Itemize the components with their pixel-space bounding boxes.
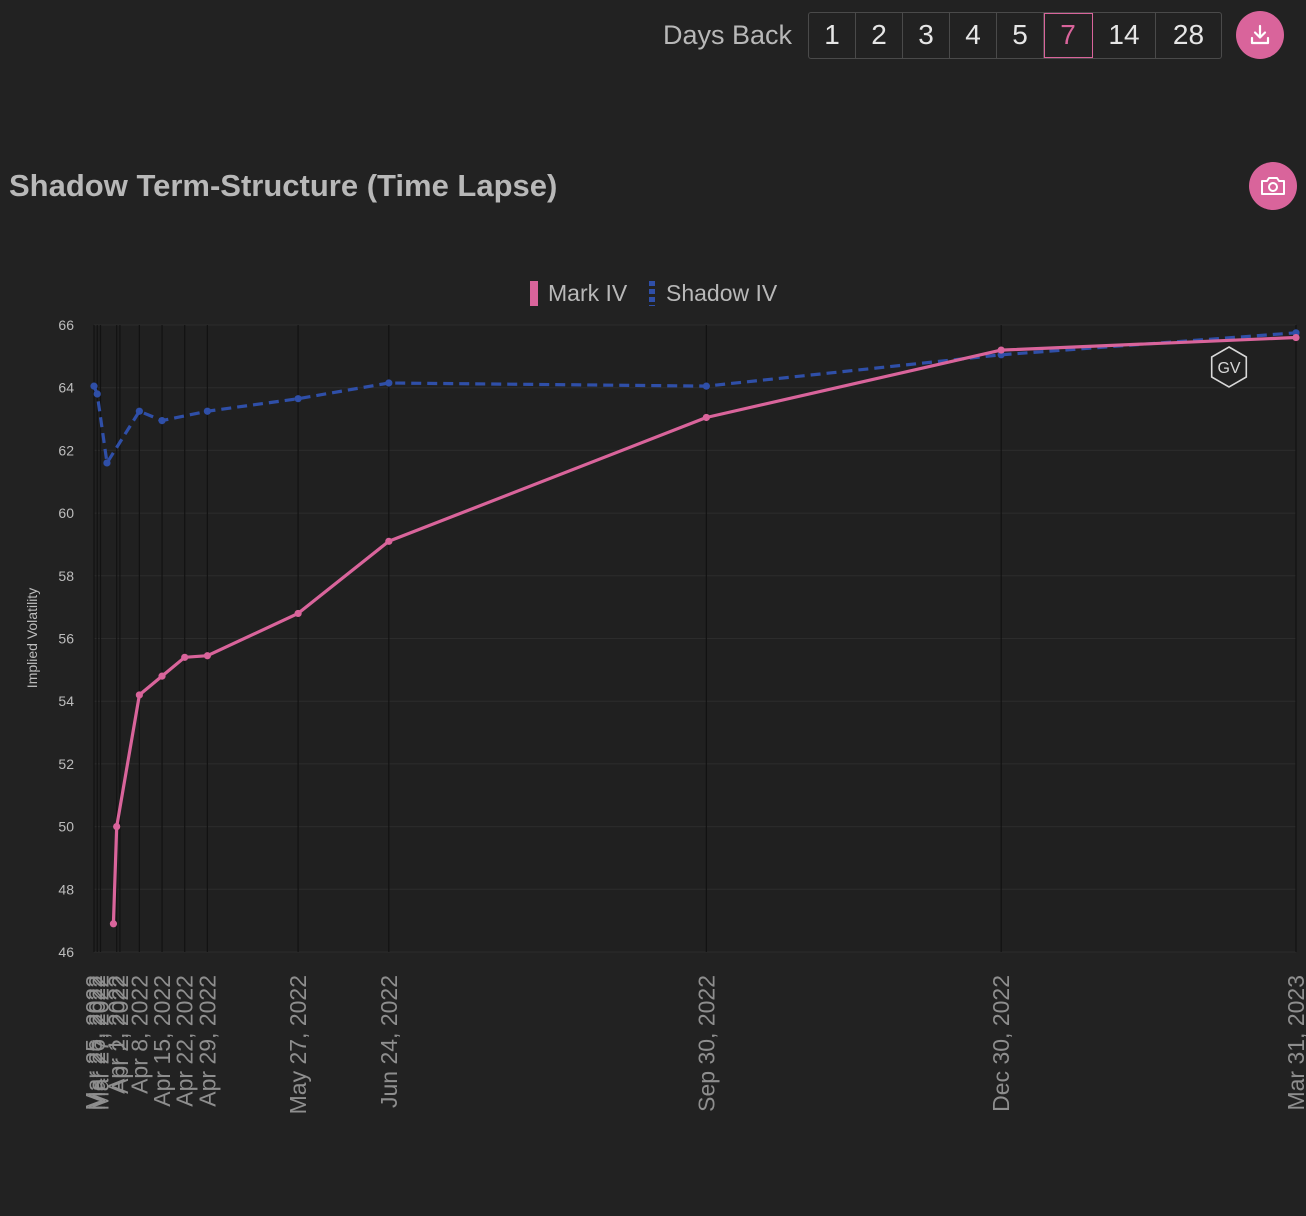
x-tick-label: Jun 24, 2022 bbox=[376, 975, 402, 1108]
shadow-iv-point bbox=[158, 417, 166, 425]
legend-swatch bbox=[530, 281, 538, 306]
mark-iv-point bbox=[109, 920, 118, 928]
days-option-7[interactable]: 7 bbox=[1044, 12, 1093, 58]
x-tick-label: Apr 15, 2022 bbox=[149, 975, 175, 1107]
days-option-2[interactable]: 2 bbox=[856, 12, 903, 58]
mark-iv-point bbox=[1292, 333, 1300, 342]
mark-iv-point bbox=[203, 652, 211, 660]
shadow-iv-point bbox=[93, 390, 101, 398]
y-tick-label: 66 bbox=[58, 317, 74, 333]
toolbar: Days Back 1 2 3 4 5 7 14 28 bbox=[663, 11, 1284, 59]
shadow-iv-point bbox=[702, 382, 710, 390]
legend-label: Shadow IV bbox=[666, 280, 778, 306]
mark-iv-point bbox=[113, 823, 121, 831]
days-option-3[interactable]: 3 bbox=[903, 12, 950, 58]
y-tick-label: 62 bbox=[58, 442, 74, 458]
shadow-iv-point bbox=[90, 382, 98, 390]
x-tick-label: Apr 1, 2022 bbox=[104, 975, 130, 1094]
x-tick-label: Apr 2, 2022 bbox=[107, 975, 133, 1094]
page-title: Shadow Term-Structure (Time Lapse) bbox=[9, 168, 558, 203]
x-tick-label: Mar 31, 2023 bbox=[1283, 975, 1306, 1111]
screenshot-button[interactable] bbox=[1249, 162, 1297, 210]
y-tick-label: 48 bbox=[58, 881, 74, 897]
days-back-selector: 1 2 3 4 5 7 14 28 bbox=[808, 11, 1222, 59]
days-option-14[interactable]: 14 bbox=[1093, 12, 1156, 58]
x-tick-label: Mar 26, 2022 bbox=[84, 975, 110, 1111]
y-tick-label: 58 bbox=[58, 568, 74, 584]
y-tick-label: 46 bbox=[58, 944, 74, 960]
x-tick-label: Mar 27, 2022 bbox=[87, 975, 113, 1111]
watermark-text: GV bbox=[1217, 360, 1240, 377]
y-tick-label: 60 bbox=[58, 505, 74, 521]
x-tick-label: May 27, 2022 bbox=[285, 975, 311, 1114]
mark-iv-point bbox=[158, 672, 166, 680]
x-tick-label: Apr 22, 2022 bbox=[172, 975, 198, 1107]
mark-iv-point bbox=[385, 537, 393, 545]
mark-iv-point bbox=[135, 691, 143, 699]
y-tick-label: 64 bbox=[58, 380, 74, 396]
x-tick-label: Mar 25, 2022 bbox=[81, 975, 107, 1111]
watermark-logo bbox=[1210, 346, 1248, 388]
x-tick-label: Apr 29, 2022 bbox=[194, 975, 220, 1107]
shadow-iv-point bbox=[135, 407, 143, 415]
y-tick-label: 52 bbox=[58, 756, 74, 772]
x-tick-label: Apr 8, 2022 bbox=[126, 975, 152, 1094]
days-option-5[interactable]: 5 bbox=[997, 12, 1044, 58]
legend-label: Mark IV bbox=[548, 280, 628, 306]
days-back-label: Days Back bbox=[662, 19, 792, 50]
y-tick-label: 54 bbox=[58, 693, 74, 709]
y-tick-label: 50 bbox=[58, 819, 74, 835]
mark-iv-point bbox=[997, 346, 1005, 354]
y-tick-label: 56 bbox=[58, 631, 74, 647]
shadow-iv-point bbox=[203, 407, 211, 415]
download-button[interactable] bbox=[1236, 11, 1284, 59]
days-option-4[interactable]: 4 bbox=[950, 12, 997, 58]
days-option-1[interactable]: 1 bbox=[809, 12, 856, 58]
y-axis-label: Implied Volatility bbox=[24, 588, 40, 688]
shadow-iv-point bbox=[385, 379, 393, 387]
days-option-28[interactable]: 28 bbox=[1172, 19, 1205, 50]
download-icon bbox=[1250, 24, 1270, 45]
x-tick-label: Sep 30, 2022 bbox=[693, 975, 719, 1112]
shadow-iv-point bbox=[294, 395, 302, 403]
camera-icon bbox=[1261, 177, 1285, 195]
mark-iv-point bbox=[181, 653, 189, 661]
shadow-iv-point bbox=[103, 459, 111, 467]
mark-iv-point bbox=[294, 609, 302, 618]
mark-iv-point bbox=[702, 413, 710, 422]
x-tick-label: Dec 30, 2022 bbox=[988, 975, 1014, 1112]
